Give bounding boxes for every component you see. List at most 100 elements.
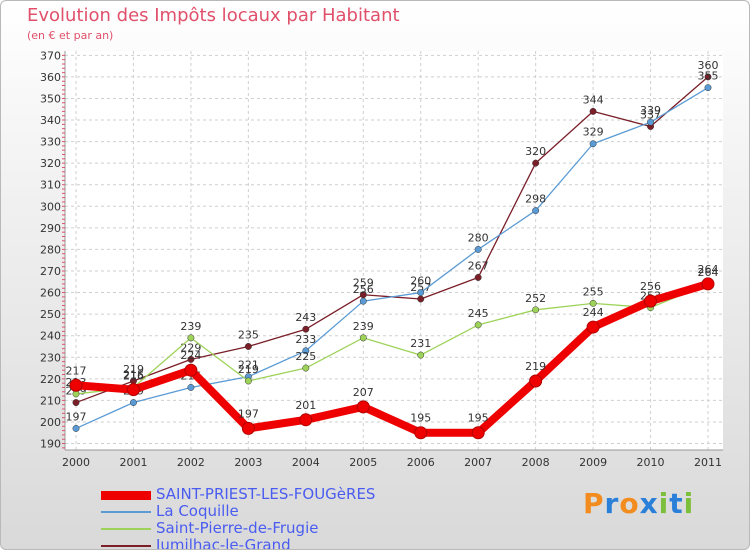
data-point	[69, 378, 83, 392]
data-label: 245	[468, 307, 489, 320]
y-tick-label: 200	[40, 416, 61, 429]
data-label: 233	[295, 333, 316, 346]
data-label: 256	[353, 283, 374, 296]
data-label: 231	[410, 337, 431, 350]
x-tick-label: 2009	[579, 456, 607, 469]
data-point	[589, 299, 597, 307]
data-label: 257	[410, 281, 431, 294]
data-label: 252	[525, 292, 546, 305]
data-label: 260	[410, 275, 431, 288]
data-label: 255	[583, 285, 604, 298]
data-point	[704, 84, 712, 92]
y-tick-label: 240	[40, 330, 61, 343]
data-label: 280	[468, 231, 489, 244]
data-point	[414, 426, 428, 440]
legend-swatch	[101, 511, 151, 513]
data-label: 320	[525, 145, 546, 158]
data-point	[359, 334, 367, 342]
x-tick-label: 2003	[234, 456, 262, 469]
data-label: 197	[238, 407, 259, 420]
y-tick-label: 210	[40, 394, 61, 407]
series-line	[75, 283, 709, 395]
data-label: 337	[640, 108, 661, 121]
data-label: 195	[410, 412, 431, 425]
data-point	[302, 364, 310, 372]
legend-swatch	[101, 545, 151, 547]
data-point	[644, 294, 658, 308]
logo-letter: r	[604, 487, 620, 520]
series-line	[75, 87, 709, 430]
data-point	[471, 426, 485, 440]
logo-letter: t	[669, 487, 684, 520]
x-tick-label: 2011	[694, 456, 722, 469]
logo-letter: o	[619, 487, 640, 520]
data-point	[187, 334, 195, 342]
x-tick-label: 2005	[349, 456, 377, 469]
data-point	[244, 343, 252, 350]
x-tick-label: 2004	[292, 456, 320, 469]
data-point	[184, 363, 198, 377]
data-label: 329	[583, 126, 604, 139]
data-point	[417, 289, 425, 297]
data-label: 355	[698, 70, 719, 83]
x-tick-label: 2000	[62, 456, 90, 469]
data-label: 344	[583, 93, 604, 106]
data-label: 239	[180, 320, 201, 333]
data-point	[299, 413, 313, 427]
data-point	[532, 306, 540, 314]
data-label: 216	[123, 369, 144, 382]
data-label: 195	[468, 412, 489, 425]
legend-label: Saint-Pierre-de-Frugie	[156, 519, 319, 537]
y-tick-label: 190	[40, 438, 61, 451]
logo-letter: x	[639, 487, 659, 520]
legend-swatch	[101, 491, 151, 500]
y-tick-label: 220	[40, 373, 61, 386]
data-point	[529, 374, 543, 388]
data-point	[302, 347, 310, 355]
data-point	[72, 424, 80, 432]
logo-letter: i	[658, 487, 670, 520]
chart-title: Evolution des Impôts locaux par Habitant	[27, 5, 400, 26]
legend-label: SAINT-PRIEST-LES-FOUGèRES	[156, 485, 376, 503]
y-tick-label: 330	[40, 136, 61, 149]
y-tick-label: 250	[40, 308, 61, 321]
data-point	[130, 399, 137, 407]
data-label: 207	[353, 386, 374, 399]
data-label: 224	[180, 349, 201, 362]
data-label: 360	[698, 59, 719, 72]
y-tick-label: 310	[40, 179, 61, 192]
logo-letter: P	[583, 487, 605, 520]
data-label: 225	[295, 350, 316, 363]
x-tick-label: 2001	[119, 456, 147, 469]
data-label: 259	[353, 277, 374, 290]
proxiti-logo: Proxiti	[583, 487, 694, 520]
data-point	[701, 277, 715, 291]
data-point	[589, 107, 597, 115]
data-point	[187, 384, 195, 391]
data-label: 229	[180, 341, 201, 354]
data-point	[532, 207, 540, 215]
y-tick-label: 290	[40, 222, 61, 235]
legend-swatch	[101, 528, 151, 530]
data-label: 215	[123, 369, 144, 382]
x-tick-label: 2008	[522, 456, 550, 469]
y-tick-label: 230	[40, 351, 61, 364]
logo-letter: i	[683, 487, 695, 520]
x-tick-label: 2007	[464, 456, 492, 469]
data-point	[586, 320, 600, 334]
y-tick-label: 340	[40, 114, 61, 127]
data-point	[241, 421, 255, 435]
y-tick-label: 360	[40, 71, 61, 84]
y-tick-label: 320	[40, 157, 61, 170]
y-tick-label: 370	[40, 49, 61, 62]
data-point	[302, 325, 310, 333]
legend-label: Jumilhac-le-Grand	[156, 536, 291, 550]
data-point	[187, 355, 195, 363]
data-label: 264	[698, 263, 719, 276]
y-tick-label: 280	[40, 243, 61, 256]
data-point	[704, 73, 712, 81]
data-label: 298	[525, 193, 546, 206]
data-label: 264	[698, 266, 719, 279]
data-label: 219	[238, 363, 259, 376]
data-label: 239	[353, 320, 374, 333]
